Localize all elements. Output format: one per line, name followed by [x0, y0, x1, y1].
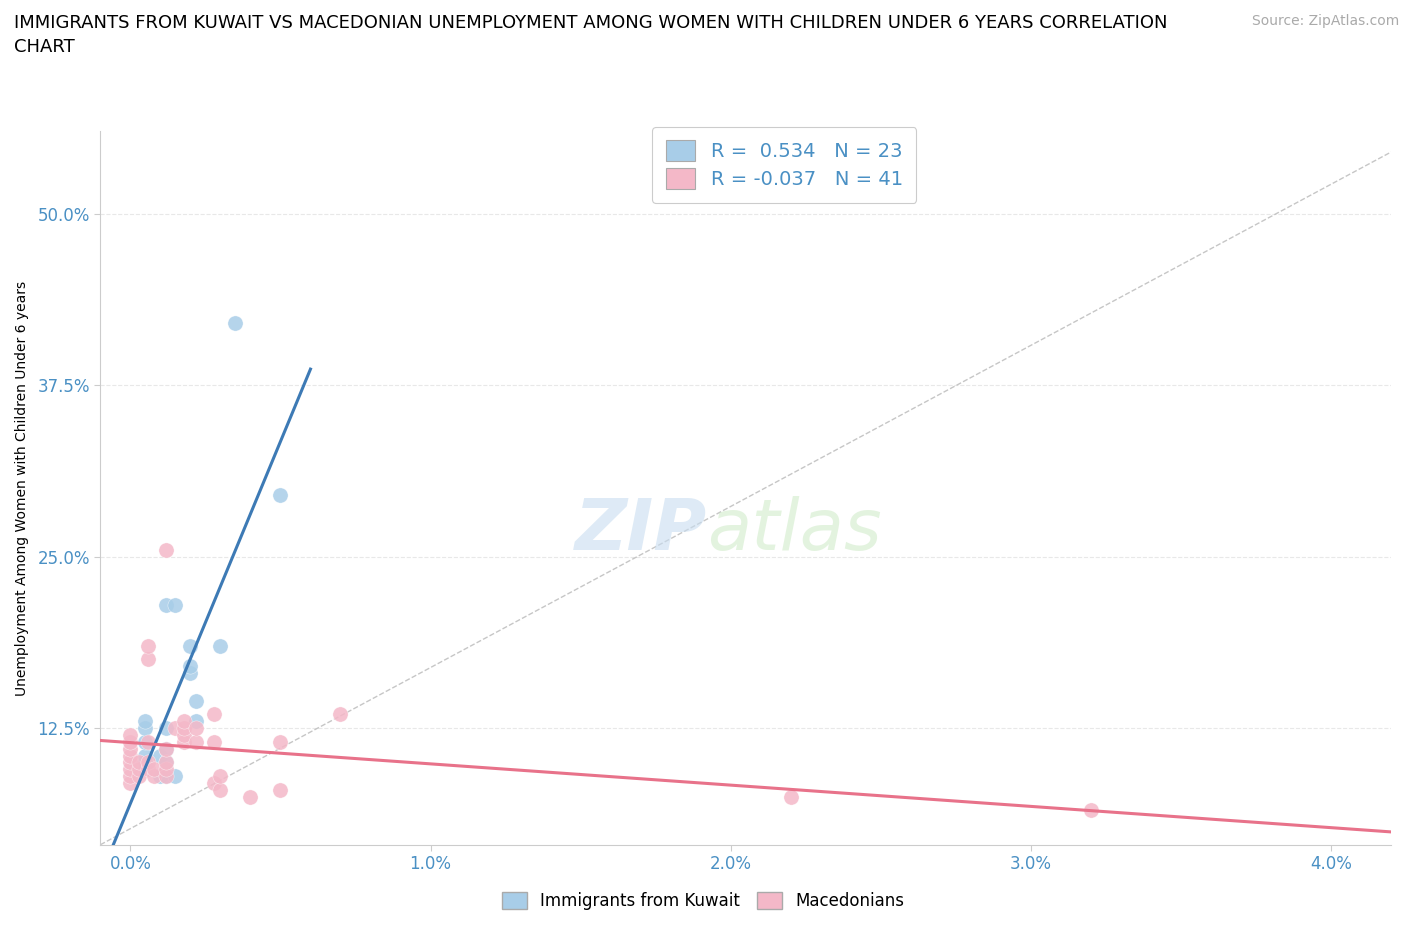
Point [120, 741, 142, 756]
Point [120, 755, 142, 770]
Point [128, 755, 150, 770]
Point [120, 727, 142, 742]
Point [134, 755, 156, 770]
Text: Source: ZipAtlas.com: Source: ZipAtlas.com [1251, 14, 1399, 28]
Point [269, 735, 291, 750]
Point [165, 597, 187, 612]
Point [224, 316, 246, 331]
Point [173, 714, 195, 729]
Point [173, 735, 195, 750]
Point [155, 755, 177, 770]
Text: atlas: atlas [707, 497, 882, 565]
Point [155, 597, 177, 612]
Point [155, 542, 177, 557]
Point [155, 721, 177, 736]
Point [149, 748, 172, 763]
Point [138, 762, 160, 777]
Point [173, 721, 195, 736]
Point [269, 782, 291, 797]
Text: IMMIGRANTS FROM KUWAIT VS MACEDONIAN UNEMPLOYMENT AMONG WOMEN WITH CHILDREN UNDE: IMMIGRANTS FROM KUWAIT VS MACEDONIAN UNE… [14, 14, 1167, 56]
Point [128, 762, 150, 777]
Point [138, 735, 160, 750]
Point [204, 776, 226, 790]
Point [120, 748, 142, 763]
Y-axis label: Unemployment Among Women with Children Under 6 years: Unemployment Among Women with Children U… [15, 281, 30, 696]
Point [186, 721, 208, 736]
Point [186, 714, 208, 729]
Point [179, 666, 201, 681]
Point [239, 790, 262, 804]
Point [173, 727, 195, 742]
Point [186, 735, 208, 750]
Point [269, 487, 291, 502]
Legend: Immigrants from Kuwait, Macedonians: Immigrants from Kuwait, Macedonians [495, 885, 911, 917]
Point [155, 755, 177, 770]
Point [179, 638, 201, 653]
Point [186, 693, 208, 708]
Point [120, 735, 142, 750]
Point [204, 735, 226, 750]
Point [120, 769, 142, 784]
Point [120, 762, 142, 777]
Point [134, 748, 156, 763]
Point [209, 782, 232, 797]
Point [155, 741, 177, 756]
Point [179, 659, 201, 674]
Point [155, 762, 177, 777]
Point [134, 714, 156, 729]
Point [134, 735, 156, 750]
Point [165, 769, 187, 784]
Point [155, 769, 177, 784]
Point [138, 638, 160, 653]
Point [779, 790, 801, 804]
Point [209, 638, 232, 653]
Point [138, 755, 160, 770]
Point [155, 769, 177, 784]
Point [134, 762, 156, 777]
Point [1080, 803, 1102, 817]
Point [204, 707, 226, 722]
Point [143, 769, 166, 784]
Point [329, 707, 352, 722]
Point [120, 776, 142, 790]
Point [209, 769, 232, 784]
Point [155, 741, 177, 756]
Point [149, 769, 172, 784]
Point [165, 721, 187, 736]
Point [128, 769, 150, 784]
Legend: R =  0.534   N = 23, R = -0.037   N = 41: R = 0.534 N = 23, R = -0.037 N = 41 [652, 126, 917, 203]
Point [138, 652, 160, 667]
Point [143, 762, 166, 777]
Text: ZIP: ZIP [575, 497, 707, 565]
Point [134, 721, 156, 736]
